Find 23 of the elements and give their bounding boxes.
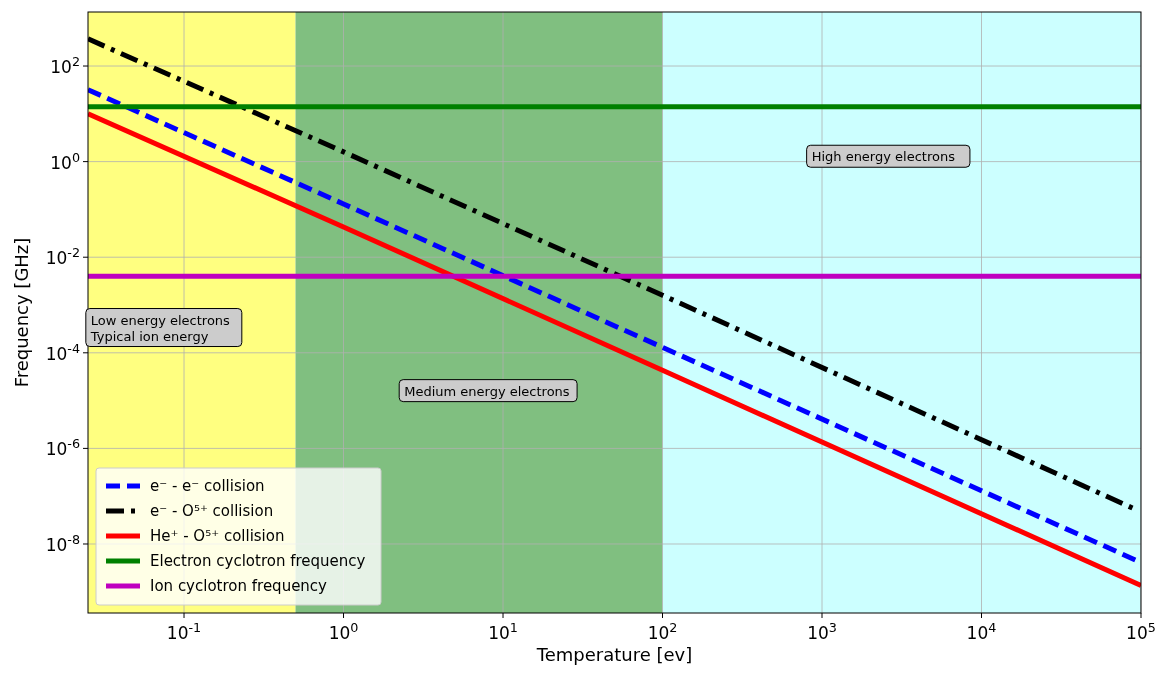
y-tick-label: 10$^{0}$ (50, 149, 80, 173)
annotation: Medium energy electrons (404, 383, 570, 399)
annotation: High energy electrons (811, 149, 956, 165)
x-tick-label: 10$^{1}$ (488, 619, 518, 643)
x-tick-label: 10$^{-1}$ (166, 619, 202, 643)
y-tick-label: 10$^{-4}$ (45, 340, 80, 364)
legend-label: e⁻ - O⁵⁺ collision (150, 502, 274, 520)
annotation: Low energy electrons Typical ion energy (89, 312, 231, 344)
y-tick-label: 10$^{-6}$ (45, 435, 80, 460)
legend-label: Electron cyclotron frequency (150, 552, 366, 570)
x-axis-title: Temperature [ev] (535, 644, 693, 665)
y-tick-label: 10$^{-2}$ (45, 244, 80, 269)
x-tick-label: 10$^{3}$ (807, 619, 837, 643)
legend-label: Ion cyclotron frequency (150, 577, 328, 595)
y-tick-label: 10$^{-8}$ (45, 531, 80, 555)
legend-label: e⁻ - e⁻ collision (150, 477, 265, 495)
x-tick-label: 10$^{2}$ (647, 619, 678, 643)
legend-label: He⁺ - O⁵⁺ collision (150, 527, 285, 545)
x-tick-label: 10$^{4}$ (966, 619, 997, 643)
x-tick-label: 10$^{0}$ (328, 619, 359, 643)
x-tick-label: 10$^{5}$ (1126, 619, 1156, 643)
y-tick-label: 10$^{2}$ (50, 53, 80, 78)
y-axis-title: Frequency [GHz] (11, 237, 32, 388)
